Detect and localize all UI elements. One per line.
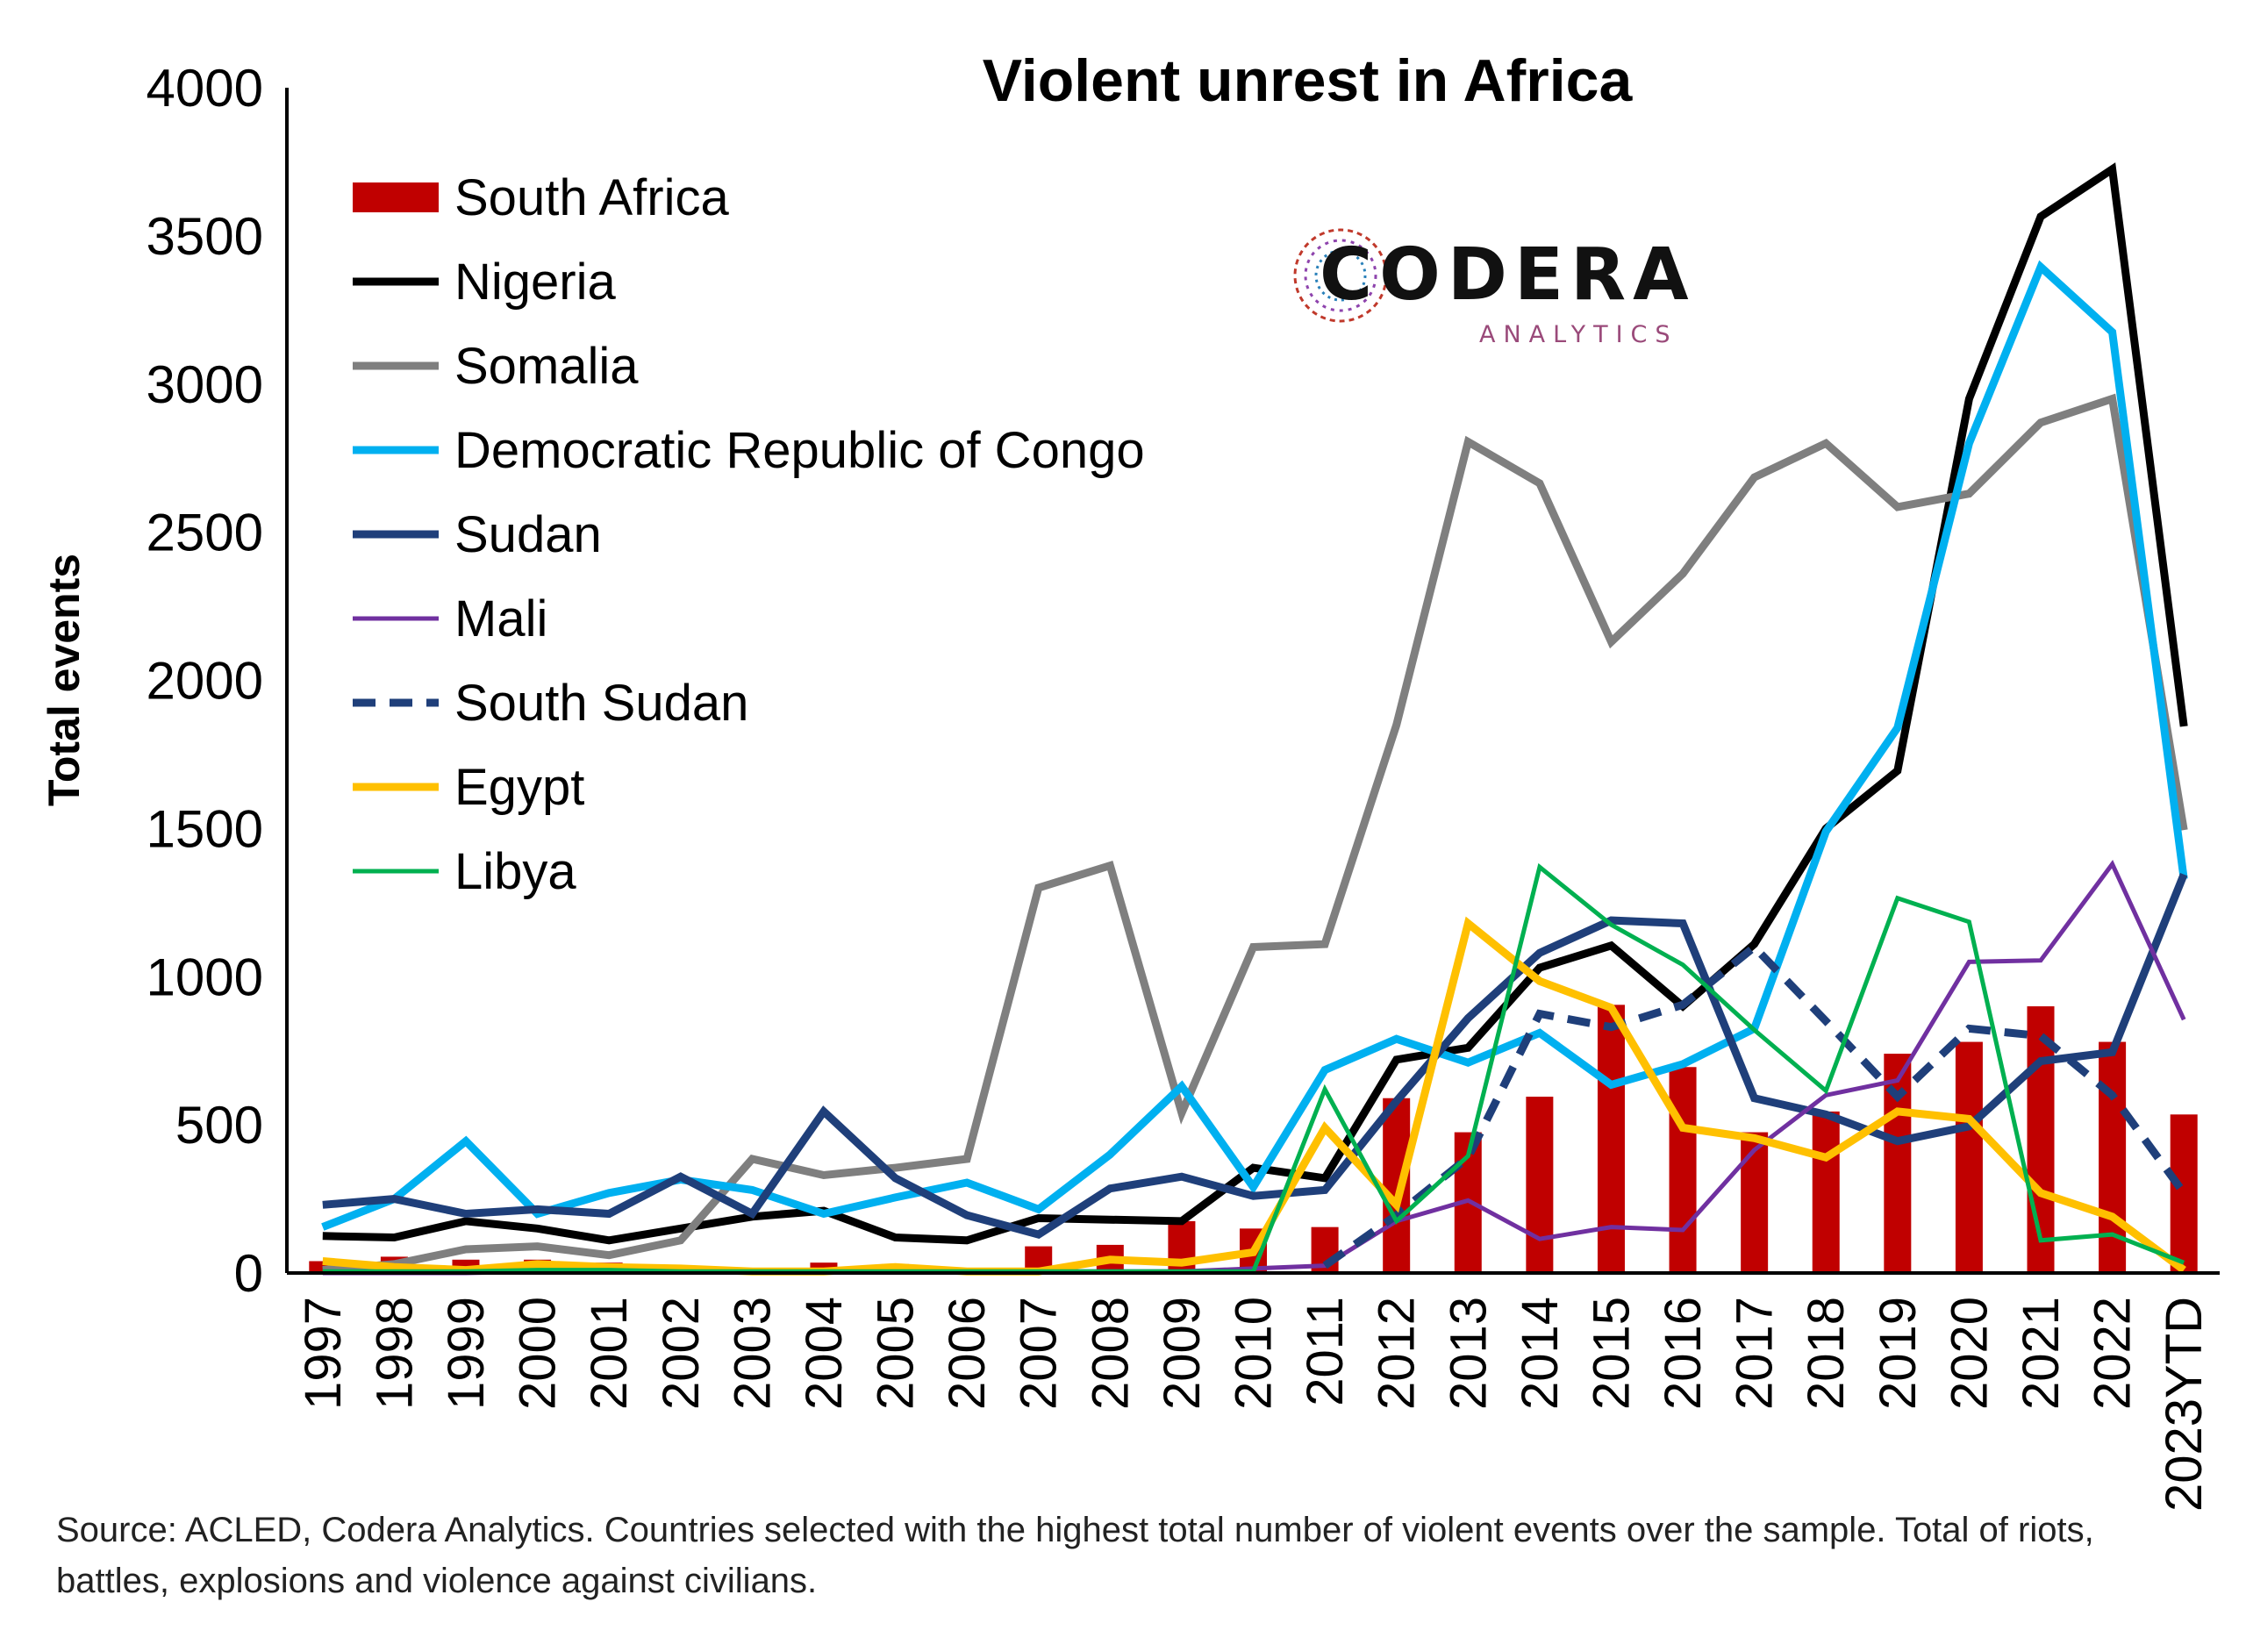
logo-subtitle: ANALYTICS [1479, 321, 1678, 348]
x-tick-label: 2005 [868, 1297, 925, 1410]
y-tick-label: 3000 [147, 355, 263, 414]
x-tick-label: 2015 [1583, 1297, 1640, 1410]
y-tick-label: 500 [175, 1096, 263, 1155]
bar [1812, 1111, 1840, 1273]
series-path [322, 393, 2188, 1275]
x-tick-label: 2000 [510, 1297, 567, 1410]
series-line [321, 260, 2188, 1231]
x-tick-label: 2014 [1512, 1297, 1569, 1410]
y-tick-label: 4000 [147, 59, 263, 118]
bar [2170, 1114, 2198, 1273]
x-tick-label: 1999 [438, 1297, 495, 1410]
x-tick-label: 2013 [1440, 1297, 1497, 1410]
x-tick-label: 2011 [1297, 1297, 1354, 1406]
legend-swatch [353, 182, 439, 212]
series-line [322, 393, 2188, 1275]
legend-item: Somalia [353, 338, 639, 395]
x-tick-label: 2006 [939, 1297, 996, 1410]
x-tick-label: 2019 [1870, 1297, 1927, 1410]
series-path [321, 260, 2188, 1231]
x-tick-label: 2012 [1369, 1297, 1426, 1410]
chart-title: Violent unrest in Africa [983, 47, 1634, 114]
legend-label: Libya [454, 843, 576, 900]
x-tick-label: 2008 [1082, 1297, 1139, 1410]
bar [1955, 1041, 1983, 1273]
x-tick-label: 2007 [1011, 1297, 1068, 1410]
x-tick-label: 2023YTD [2156, 1297, 2213, 1512]
x-tick-label: 2017 [1727, 1297, 1784, 1410]
legend-label: South Sudan [454, 675, 748, 732]
bar [1383, 1098, 1411, 1273]
y-tick-label: 3500 [147, 207, 263, 266]
codera-logo: CODERA ANALYTICS [1288, 218, 1709, 358]
legend-label: South Africa [454, 169, 729, 226]
bar [1884, 1054, 1912, 1273]
legend-item: Libya [353, 843, 576, 900]
y-tick-label: 2000 [147, 652, 263, 711]
legend-label: Somalia [454, 338, 639, 395]
x-tick-label: 2022 [2085, 1297, 2142, 1410]
series-line [322, 162, 2188, 1245]
x-tick-label: 2001 [581, 1297, 638, 1410]
legend-item: Democratic Republic of Congo [353, 422, 1145, 479]
x-tick-label: 2016 [1655, 1297, 1712, 1410]
x-tick-label: 1997 [295, 1297, 352, 1410]
legend-label: Nigeria [454, 254, 616, 311]
legend-item: South Sudan [353, 675, 748, 732]
y-tick-label: 2500 [147, 504, 263, 562]
series-path [322, 916, 2186, 1276]
x-tick-label: 2018 [1798, 1297, 1855, 1410]
legend-item: Egypt [353, 759, 584, 816]
legend-label: Democratic Republic of Congo [454, 422, 1145, 479]
y-tick-label: 1500 [147, 799, 263, 858]
series-path [322, 162, 2188, 1245]
bar [2027, 1006, 2055, 1273]
logo-wordmark: CODERA [1320, 233, 1696, 317]
legend-label: Mali [454, 590, 547, 647]
legend-label: Egypt [454, 759, 584, 816]
y-axis-label: Total events [39, 554, 89, 806]
x-tick-label: 2002 [653, 1297, 710, 1410]
legend-item: Sudan [353, 506, 602, 563]
bar [1597, 1005, 1625, 1273]
source-note: Source: ACLED, Codera Analytics. Countri… [56, 1511, 2094, 1600]
legend-item: South Africa [353, 169, 729, 226]
series-line [322, 916, 2186, 1276]
x-tick-label: 2021 [2013, 1297, 2070, 1410]
x-tick-label: 2020 [1941, 1297, 1998, 1410]
y-tick-label: 0 [234, 1244, 263, 1303]
x-tick-label: 2003 [724, 1297, 781, 1410]
series-line [322, 873, 2188, 1239]
bar [1526, 1097, 1554, 1273]
x-tick-label: 1998 [366, 1297, 423, 1410]
logo-mark-icon [1293, 228, 1388, 323]
legend-item: Nigeria [353, 254, 616, 311]
bar [1669, 1067, 1697, 1273]
x-tick-label: 2010 [1226, 1297, 1283, 1410]
legend-label: Sudan [454, 506, 602, 563]
legend-item: Mali [353, 590, 547, 647]
x-tick-label: 2009 [1154, 1297, 1211, 1410]
x-tick-label: 2004 [796, 1297, 853, 1410]
bar [1741, 1132, 1769, 1273]
y-tick-label: 1000 [147, 948, 263, 1006]
series-path [322, 873, 2188, 1239]
